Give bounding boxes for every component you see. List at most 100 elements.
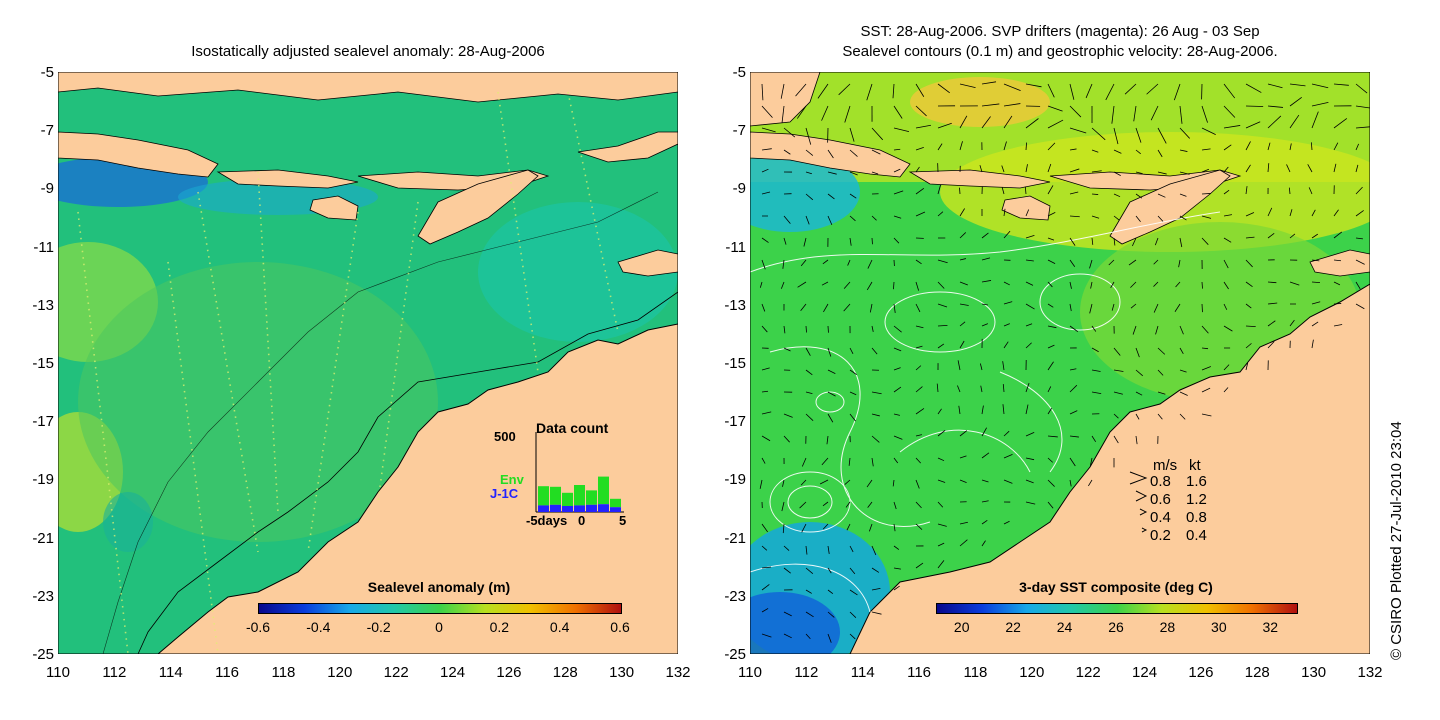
velocity-vector <box>979 165 983 173</box>
velocity-vector <box>1110 281 1115 288</box>
velocity-vector <box>847 259 851 266</box>
velocity-vector <box>805 589 812 594</box>
velocity-vector <box>1124 83 1137 95</box>
velocity-vector <box>1267 302 1278 305</box>
inset-bar-j1c <box>538 505 549 512</box>
velocity-legend-ms: 0.8 <box>1150 473 1171 490</box>
velocity-vector <box>1311 101 1329 107</box>
sst-australia <box>849 283 1370 654</box>
left-x-tick: 118 <box>271 664 296 681</box>
velocity-vector <box>1113 193 1121 198</box>
sst-colorbar <box>936 603 1298 614</box>
velocity-vector <box>871 435 880 443</box>
left-y-tick: -5 <box>40 64 54 81</box>
velocity-vector <box>1047 435 1058 438</box>
velocity-vector <box>959 141 963 151</box>
inset-bar-j1c <box>598 504 609 512</box>
velocity-legend-kt: 1.6 <box>1186 473 1207 490</box>
velocity-vector <box>867 501 873 508</box>
velocity-vector <box>1025 323 1033 327</box>
right-map-panel[interactable] <box>750 72 1370 654</box>
velocity-vector <box>1333 142 1339 151</box>
velocity-vector <box>1069 83 1075 100</box>
velocity-vector <box>827 193 835 200</box>
velocity-vector <box>1069 259 1076 267</box>
velocity-vector <box>801 523 807 533</box>
velocity-vector <box>1201 366 1211 371</box>
right_map-colorbar-tick: 20 <box>953 619 970 635</box>
velocity-vector <box>1311 111 1319 129</box>
velocity-vector <box>805 633 811 640</box>
sst-cool-nw <box>750 152 860 232</box>
right_map-colorbar-tick: 30 <box>1211 619 1227 635</box>
velocity-vector <box>1157 149 1163 158</box>
left-x-tick: 116 <box>215 664 240 681</box>
velocity-vector <box>1047 303 1054 308</box>
velocity-vector <box>805 413 814 421</box>
left-map-title: Isostatically adjusted sealevel anomaly:… <box>191 43 545 60</box>
left-map-panel[interactable] <box>58 72 678 654</box>
velocity-vector <box>781 501 785 512</box>
right-y-tick: -19 <box>724 471 746 489</box>
velocity-vector <box>849 215 856 222</box>
velocity-vector <box>1245 343 1252 349</box>
left-x-tick: 130 <box>609 664 635 681</box>
right-x-tick: 112 <box>794 664 819 681</box>
velocity-vector <box>1223 214 1233 217</box>
left-x-tick: 122 <box>383 664 409 681</box>
velocity-vector <box>761 633 772 638</box>
velocity-vector <box>937 122 952 129</box>
velocity-vector <box>1003 430 1010 437</box>
right_map-colorbar-tick: 22 <box>1005 619 1021 635</box>
velocity-vector <box>981 520 988 525</box>
velocity-vector <box>1355 105 1370 109</box>
velocity-vector <box>1201 215 1212 219</box>
velocity-vector <box>1025 342 1032 349</box>
velocity-vector <box>805 215 810 225</box>
velocity-vector <box>849 149 858 157</box>
velocity-vector <box>1223 125 1241 129</box>
velocity-vector <box>981 427 987 437</box>
velocity-vector <box>937 479 946 483</box>
velocity-vector <box>1157 413 1163 420</box>
velocity-vector <box>780 281 785 289</box>
left-y-tick: -25 <box>32 646 54 663</box>
velocity-vector <box>1245 212 1255 217</box>
velocity-vector <box>1153 303 1159 313</box>
velocity-vector <box>1090 457 1093 466</box>
velocity-vector <box>871 587 881 591</box>
velocity-vector <box>1155 325 1159 335</box>
velocity-vector <box>937 281 945 289</box>
velocity-vector <box>1355 83 1368 94</box>
velocity-vector <box>1311 209 1316 217</box>
velocity-vector <box>1201 105 1208 123</box>
velocity-vector <box>1201 347 1209 350</box>
inset-bar-j1c <box>610 507 621 512</box>
velocity-vector <box>821 457 829 466</box>
velocity-vector <box>827 149 834 159</box>
velocity-vector <box>959 232 967 239</box>
velocity-vector <box>799 501 807 509</box>
velocity-vector <box>1002 404 1005 415</box>
right-x-tick: 110 <box>738 664 762 681</box>
velocity-vector <box>1135 149 1141 155</box>
velocity-vector <box>1157 193 1166 198</box>
velocity-vector <box>1132 237 1137 247</box>
velocity-vector <box>849 567 856 575</box>
velocity-vector <box>866 479 873 488</box>
velocity-vector <box>1069 237 1076 246</box>
velocity-vector <box>1157 347 1166 355</box>
velocity-vector <box>849 589 858 596</box>
velocity-vector <box>871 611 882 615</box>
velocity-vector <box>795 83 807 97</box>
velocity-vector <box>849 545 854 553</box>
velocity-vector <box>1069 368 1077 371</box>
velocity-vector <box>915 345 923 349</box>
velocity-vector <box>849 193 857 199</box>
velocity-vector <box>783 237 787 245</box>
velocity-vector <box>783 413 793 418</box>
velocity-vector <box>915 365 922 371</box>
velocity-vector <box>1003 479 1013 484</box>
inset-bar-env <box>610 498 621 508</box>
velocity-vector <box>959 208 965 217</box>
